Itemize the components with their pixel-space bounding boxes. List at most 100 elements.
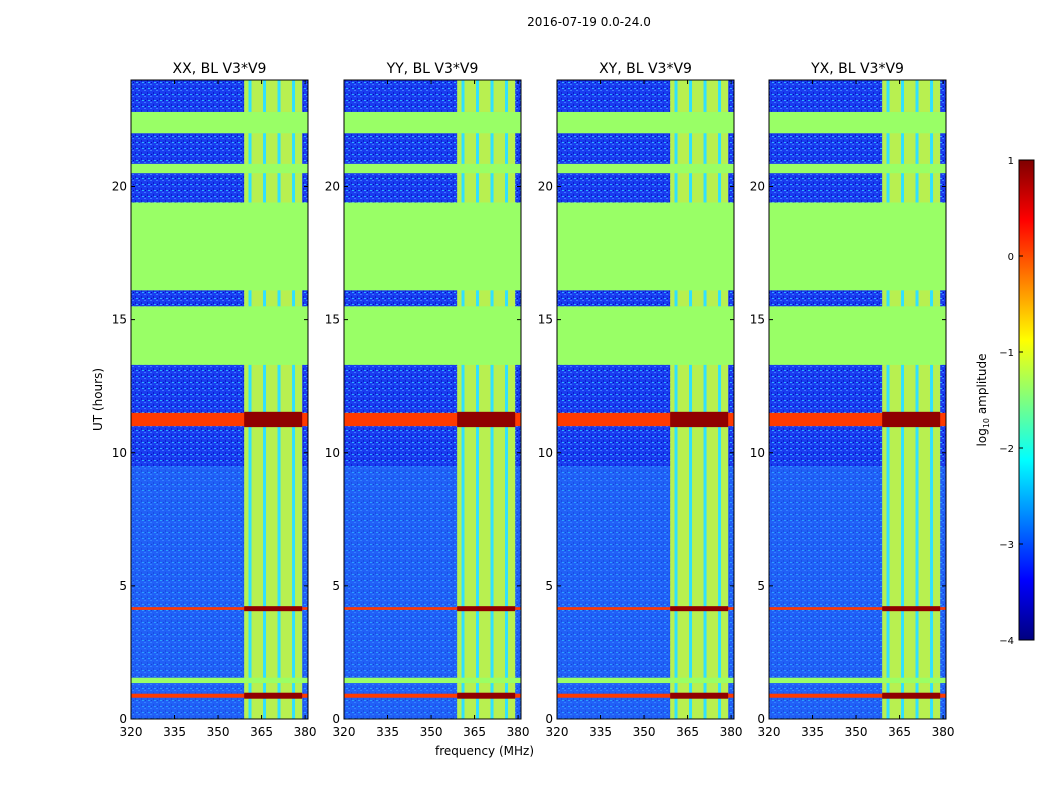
x-tick-label: 335 [376, 725, 399, 739]
panel-title: YX, BL V3*V9 [810, 61, 904, 77]
bright-core [457, 606, 516, 612]
y-tick-label: 5 [332, 579, 340, 593]
rfi-stripe [476, 80, 480, 719]
x-axis-label: frequency (MHz) [435, 744, 534, 758]
bright-interval [344, 693, 521, 698]
bright-interval [557, 693, 734, 698]
flagged-interval [131, 202, 308, 291]
y-tick-label: 15 [750, 313, 765, 327]
x-tick-label: 320 [333, 725, 356, 739]
panel-3: XY, BL V3*V9 320 335 350 365 380 0 5 10 15 20 [538, 61, 743, 739]
figure-suptitle: 2016-07-19 0.0-24.0 [527, 15, 651, 29]
y-tick-label: 15 [538, 313, 553, 327]
axes-frame [768, 79, 947, 720]
flagged-interval [344, 202, 521, 291]
y-tick-label: 10 [112, 446, 127, 460]
flagged-interval [769, 677, 946, 684]
rfi-stripe [277, 80, 281, 719]
x-tick-label: 350 [207, 725, 230, 739]
rfi-stripe [930, 80, 934, 719]
colorbar-tick-label: −3 [999, 540, 1014, 551]
x-tick-label: 320 [758, 725, 781, 739]
panel-title: XY, BL V3*V9 [599, 61, 692, 77]
flagged-interval [769, 163, 946, 174]
y-tick-label: 10 [538, 446, 553, 460]
bright-interval [131, 693, 308, 698]
x-tick-label: 320 [120, 725, 143, 739]
y-tick-label: 5 [757, 579, 765, 593]
bright-core [244, 411, 303, 428]
bright-interval [769, 693, 946, 698]
flagged-interval [769, 202, 946, 291]
rfi-stripe [718, 80, 722, 719]
rfi-stripe [915, 80, 919, 719]
colorbar-tick-label: −4 [999, 636, 1014, 647]
bright-core [457, 692, 516, 699]
y-tick-label: 15 [112, 313, 127, 327]
y-tick-label: 0 [757, 712, 765, 726]
bright-interval [557, 607, 734, 610]
flagged-interval [557, 111, 734, 134]
rfi-stripe [703, 80, 707, 719]
flagged-interval [131, 306, 308, 365]
x-tick-label: 350 [633, 725, 656, 739]
bright-core [882, 692, 941, 699]
rfi-stripe [490, 80, 494, 719]
flagged-interval [769, 306, 946, 365]
colorbar-label: log10 amplitude [975, 354, 991, 447]
rfi-stripe [689, 80, 693, 719]
y-tick-label: 5 [119, 579, 127, 593]
rfi-stripe [248, 80, 252, 719]
y-tick-label: 20 [538, 180, 553, 194]
rfi-stripe [505, 80, 509, 719]
colorbar-tick-label: −1 [999, 348, 1014, 359]
flagged-interval [344, 111, 521, 134]
x-tick-label: 335 [801, 725, 824, 739]
bright-core [457, 411, 516, 428]
flagged-interval [557, 202, 734, 291]
x-tick-label: 380 [294, 725, 317, 739]
y-tick-label: 15 [325, 313, 340, 327]
rfi-stripe [461, 80, 465, 719]
x-tick-label: 335 [163, 725, 186, 739]
x-tick-label: 365 [250, 725, 273, 739]
axes-frame [130, 79, 309, 720]
y-tick-label: 20 [112, 180, 127, 194]
x-tick-label: 350 [420, 725, 443, 739]
bright-interval [344, 607, 521, 610]
colorbar: 1 0 −1 −2 −3 −4 log10 amplitude [975, 156, 1035, 647]
y-tick-label: 5 [545, 579, 553, 593]
panels: XX, BL V3*V9 320 335 350 365 380 0 5 10 15 20 UT (h… [91, 61, 955, 758]
x-tick-label: 365 [676, 725, 699, 739]
x-tick-label: 365 [463, 725, 486, 739]
y-axis-label: UT (hours) [91, 368, 105, 431]
flagged-interval [557, 677, 734, 684]
panel-title: XX, BL V3*V9 [173, 61, 267, 77]
colorbar-tick-label: −2 [999, 444, 1014, 455]
bright-core [882, 411, 941, 428]
bright-interval [131, 607, 308, 610]
panel-1: XX, BL V3*V9 320 335 350 365 380 0 5 10 15 20 UT (h… [91, 61, 317, 739]
flagged-interval [344, 306, 521, 365]
flagged-interval [131, 163, 308, 174]
rfi-stripe [886, 80, 890, 719]
flagged-interval [557, 306, 734, 365]
bright-core [670, 606, 729, 612]
flagged-interval [131, 677, 308, 684]
y-tick-label: 0 [119, 712, 127, 726]
flagged-interval [344, 677, 521, 684]
x-tick-label: 320 [546, 725, 569, 739]
y-tick-label: 20 [325, 180, 340, 194]
rfi-stripe [292, 80, 296, 719]
bright-core [670, 692, 729, 699]
rfi-stripe [263, 80, 267, 719]
flagged-interval [769, 111, 946, 134]
x-tick-label: 380 [932, 725, 955, 739]
panel-2: YY, BL V3*V9 320 335 350 365 380 0 5 10 15 20 frequ… [325, 61, 534, 758]
panel-title: YY, BL V3*V9 [386, 61, 479, 77]
bright-core [244, 692, 303, 699]
y-tick-label: 10 [325, 446, 340, 460]
bright-core [670, 411, 729, 428]
axes-frame [556, 79, 735, 720]
panel-4: YX, BL V3*V9 320 335 350 365 380 0 5 10 15 20 [750, 61, 955, 739]
